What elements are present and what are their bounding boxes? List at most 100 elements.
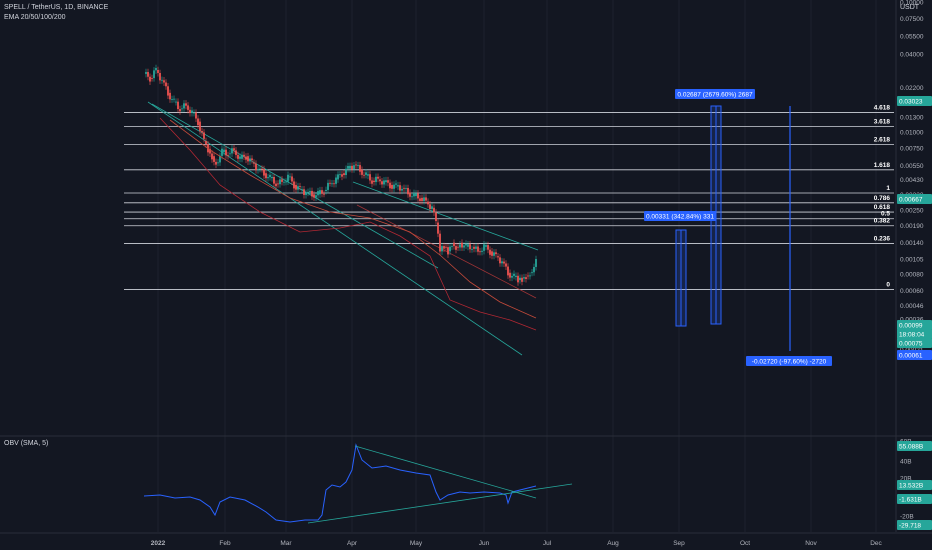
price-tick-label: 0.00550	[900, 163, 924, 170]
candle-body	[175, 101, 177, 103]
candle-body	[447, 247, 449, 255]
candle-body	[233, 148, 235, 151]
candle-body	[307, 191, 309, 193]
candle-body	[335, 177, 337, 184]
price-value-badge-text: 0.00099	[899, 323, 923, 330]
candle-body	[159, 72, 161, 81]
candle-body	[331, 183, 333, 185]
candle-body	[467, 244, 469, 247]
candle-body	[293, 181, 295, 189]
candle-body	[177, 101, 179, 110]
candle-body	[397, 185, 399, 187]
candle-body	[519, 277, 521, 281]
candle-body	[527, 275, 529, 277]
candle-body	[277, 183, 279, 185]
obv-value-badge	[897, 520, 932, 530]
candle-body	[525, 277, 527, 280]
candle-body	[325, 189, 327, 192]
candle-body	[363, 174, 365, 176]
obv-value-badge-text: -1.631B	[899, 497, 922, 504]
candle-body	[221, 148, 223, 156]
candle-body	[211, 153, 213, 160]
candle-body	[339, 174, 341, 176]
price-tick-label: 0.01000	[900, 129, 924, 136]
candle-body	[219, 155, 221, 163]
candle-body	[347, 165, 349, 169]
candle-body	[217, 162, 219, 164]
price-value-badge	[897, 96, 932, 106]
candle-body	[273, 176, 275, 184]
fib-ratio-label: 3.618	[874, 119, 891, 126]
indicator-label[interactable]: EMA 20/50/100/200	[4, 14, 66, 21]
ema-lines	[159, 117, 537, 331]
candle-body	[271, 176, 273, 179]
candle-body	[317, 191, 319, 196]
obv-indicator-label[interactable]: OBV (SMA, 5)	[4, 440, 49, 447]
candle-body	[155, 68, 157, 71]
candle-body	[197, 118, 199, 126]
candle-body	[359, 165, 361, 172]
candle-body	[451, 246, 453, 247]
price-tick-label: 0.00430	[900, 177, 924, 184]
candle-body	[189, 109, 191, 114]
candle-body	[289, 176, 291, 178]
candle-body	[195, 112, 197, 119]
fib-ratio-label: 0.382	[874, 218, 891, 225]
time-tick-label: Aug	[607, 540, 619, 547]
fib-ratio-label: 1.618	[874, 162, 891, 169]
candle-body	[169, 92, 171, 100]
fib-ratio-label: 4.618	[874, 105, 891, 112]
candle-body	[487, 245, 489, 250]
trend-line-red	[356, 204, 537, 299]
candle-body	[247, 156, 249, 162]
candle-body	[329, 182, 331, 184]
candle-body	[321, 190, 323, 194]
candle-body	[253, 162, 255, 164]
candle-body	[437, 222, 439, 234]
price-value-badge-text: 0.00075	[899, 341, 923, 348]
time-axis[interactable]: 2022 Feb Mar Apr May Jun Jul Aug Sep Oct Nov Dec	[0, 532, 932, 547]
price-value-badge	[897, 350, 932, 360]
candle-body	[453, 242, 455, 247]
candle-body	[413, 192, 415, 197]
obv-axis[interactable]: 60B40B20B-20B55.088B13.532B-1.631B-29.71…	[897, 439, 932, 531]
candle-body	[463, 245, 465, 248]
candle-body	[263, 169, 265, 176]
candle-body	[491, 251, 493, 256]
candle-body	[421, 197, 423, 202]
price-value-badge	[897, 338, 932, 348]
candle-body	[309, 190, 311, 192]
candle-body	[147, 72, 149, 77]
obv-pane	[143, 443, 573, 524]
candle-body	[323, 193, 325, 195]
time-tick-label: Dec	[870, 540, 882, 547]
time-tick-label: Apr	[347, 540, 358, 547]
price-tick-label: 0.00060	[900, 288, 924, 295]
symbol-title[interactable]: SPELL / TetherUS, 1D, BINANCE	[4, 4, 109, 11]
candle-body	[507, 266, 509, 276]
candle-body	[469, 244, 471, 250]
candle-body	[315, 195, 317, 198]
obv-value-badge-text: -29.718	[899, 523, 921, 530]
candle-body	[395, 183, 397, 185]
price-value-badge-text: 18:08:04	[899, 332, 925, 339]
candlestick-series	[145, 64, 537, 286]
candle-body	[313, 194, 315, 198]
candle-body	[515, 275, 517, 278]
fib-ratio-label: 2.618	[874, 136, 891, 143]
candle-body	[245, 156, 247, 160]
price-axis[interactable]: 0.100000.075000.055000.040000.022000.017…	[897, 0, 932, 360]
candle-body	[239, 156, 241, 159]
candle-body	[203, 132, 205, 139]
candle-body	[367, 174, 369, 176]
time-tick-label: 2022	[151, 540, 166, 547]
candle-body	[167, 86, 169, 96]
candle-body	[401, 188, 403, 191]
time-tick-label: Sep	[673, 540, 685, 547]
candle-body	[405, 188, 407, 189]
candle-body	[441, 246, 443, 252]
measure-label-box	[746, 356, 832, 366]
candle-body	[513, 273, 515, 276]
candle-body	[153, 70, 155, 79]
